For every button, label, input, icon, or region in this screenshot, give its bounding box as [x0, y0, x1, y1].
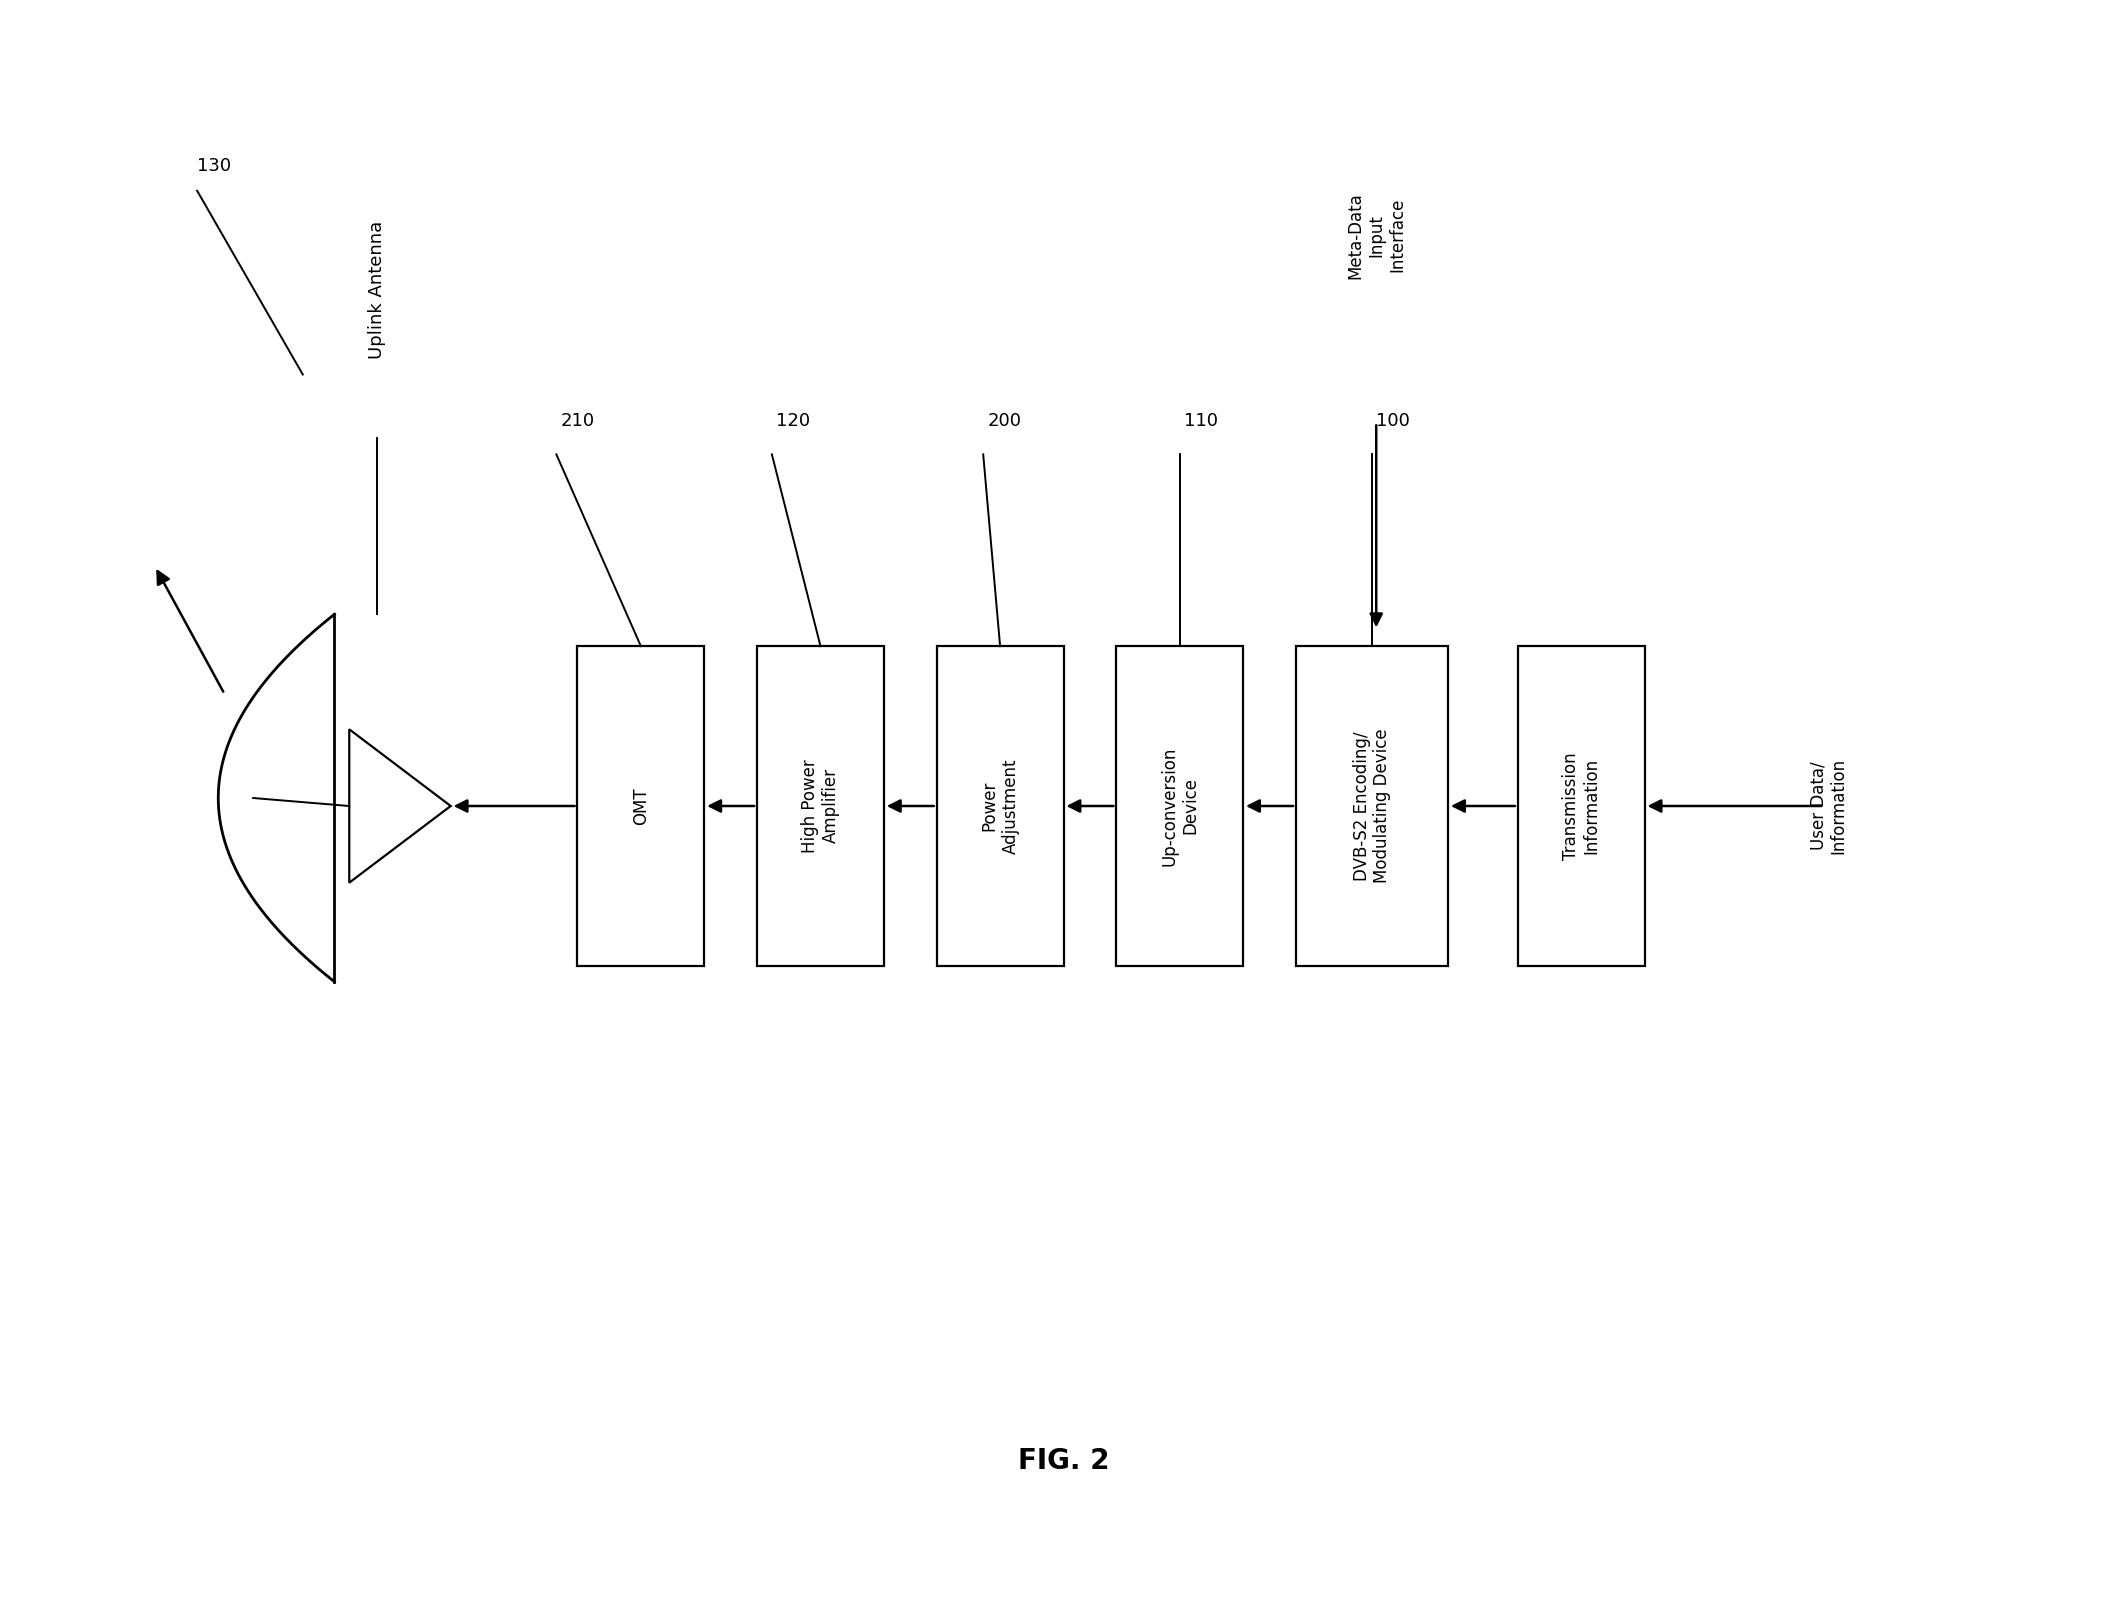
Bar	[1295, 646, 1448, 966]
Text: Uplink Antenna: Uplink Antenna	[368, 221, 385, 358]
Bar	[936, 646, 1064, 966]
Text: 120: 120	[776, 413, 810, 430]
Text: User Data/
Information: User Data/ Information	[1810, 758, 1848, 854]
Text: Transmission
Information: Transmission Information	[1561, 753, 1602, 859]
Bar	[1519, 646, 1644, 966]
Text: Up-conversion
Device: Up-conversion Device	[1161, 746, 1200, 866]
Text: High Power
Amplifier: High Power Amplifier	[802, 759, 840, 853]
Text: DVB-S2 Encoding/
Modulating Device: DVB-S2 Encoding/ Modulating Device	[1353, 729, 1391, 883]
Text: 130: 130	[198, 156, 232, 174]
Text: 210: 210	[562, 413, 596, 430]
Text: 200: 200	[987, 413, 1021, 430]
Text: Power
Adjustment: Power Adjustment	[981, 758, 1019, 854]
Text: 100: 100	[1376, 413, 1410, 430]
Bar	[579, 646, 704, 966]
Text: OMT: OMT	[632, 787, 651, 825]
Bar	[1117, 646, 1242, 966]
Bar	[757, 646, 885, 966]
Text: 110: 110	[1185, 413, 1219, 430]
Text: FIG. 2: FIG. 2	[1017, 1448, 1110, 1475]
Polygon shape	[349, 729, 451, 883]
Text: Meta-Data
Input
Interface: Meta-Data Input Interface	[1346, 192, 1406, 279]
